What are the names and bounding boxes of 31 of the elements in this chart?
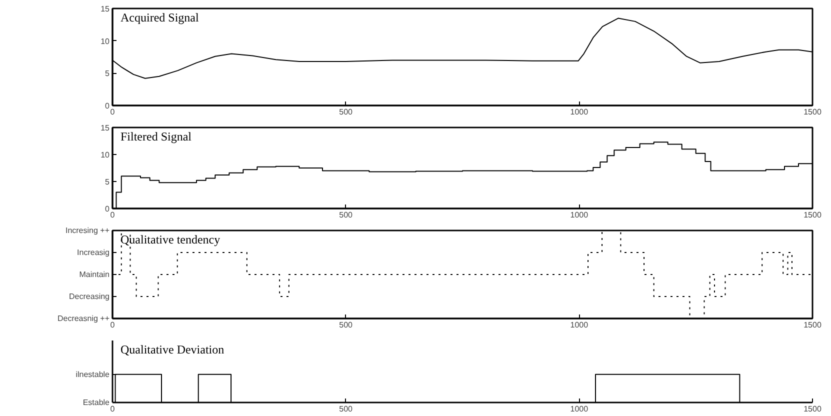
text: Maintain xyxy=(79,270,110,279)
text: Decreasnig ++ xyxy=(57,314,110,323)
x-tick-label: 1000 xyxy=(570,210,589,220)
y-tick-label: 10 xyxy=(100,150,110,160)
x-tick-label: 1000 xyxy=(570,108,589,116)
x-tick-label: 500 xyxy=(339,320,354,330)
x-tick-label: 1000 xyxy=(570,404,589,414)
text: Incresing ++ xyxy=(65,226,110,235)
y-tick-label: 15 xyxy=(100,124,110,132)
y-tick-label: 10 xyxy=(100,36,110,46)
chart-title: Qualitative tendency xyxy=(120,232,220,246)
text: ilnestable xyxy=(76,370,110,379)
text: Decreasing xyxy=(69,292,110,301)
y-tick-label: 0 xyxy=(105,102,110,110)
y-tick-label: 5 xyxy=(105,178,110,186)
y-tick-label: 0 xyxy=(105,204,110,214)
y-tick-label: 15 xyxy=(100,4,110,14)
x-tick-label: 1000 xyxy=(570,320,589,330)
x-tick-label: 500 xyxy=(339,108,354,116)
x-tick-label: 500 xyxy=(339,210,354,220)
chart-title: Filtered Signal xyxy=(120,130,192,144)
x-tick-label: 1500 xyxy=(804,404,822,414)
text: Increasig xyxy=(77,248,110,257)
x-tick-label: 1500 xyxy=(804,210,822,220)
chart-title: Qualitative Deviation xyxy=(120,342,224,356)
x-tick-label: 500 xyxy=(339,404,354,414)
x-tick-label: 1500 xyxy=(804,320,822,330)
chart-title: Acquired Signal xyxy=(120,10,200,24)
x-tick-label: 1500 xyxy=(804,108,822,116)
text: Estable xyxy=(82,398,110,407)
y-tick-label: 5 xyxy=(105,69,110,78)
